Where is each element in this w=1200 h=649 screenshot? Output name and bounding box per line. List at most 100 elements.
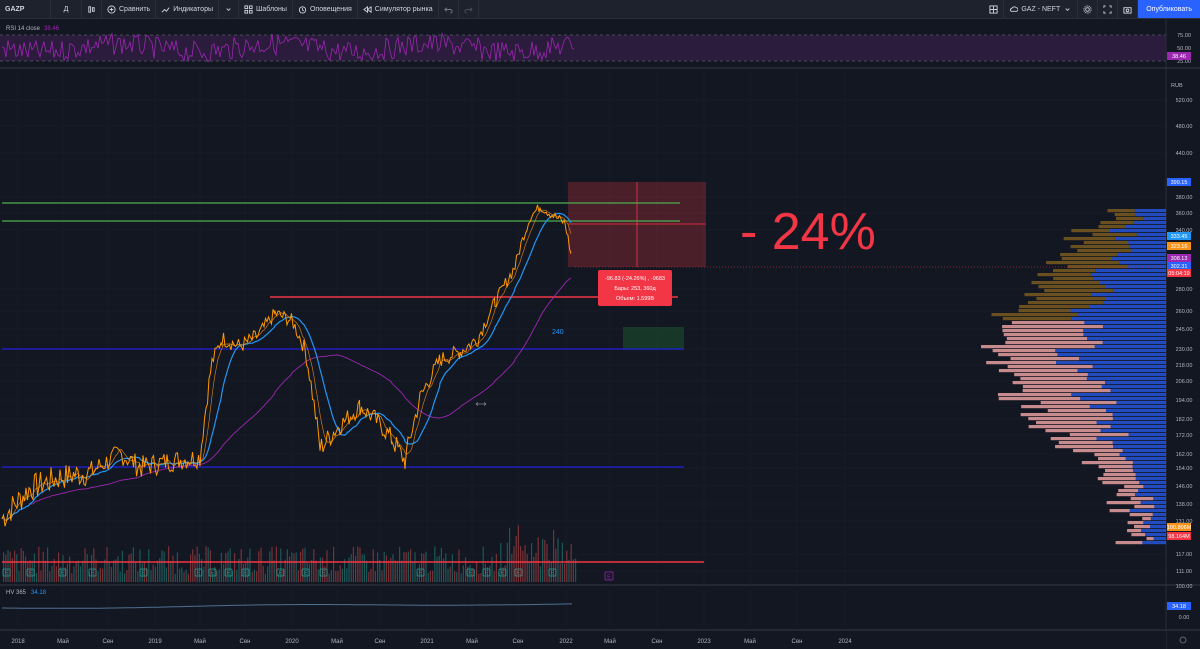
alerts-button[interactable]: Оповещения (293, 0, 358, 18)
volume-bar (363, 554, 365, 582)
interval-selector[interactable]: Д (51, 0, 82, 18)
symbol-search[interactable]: GAZP (0, 0, 51, 18)
earnings-markers: E E E E E E E E E E E E E E E E E EE (2, 568, 614, 581)
compare-button[interactable]: Сравнить (102, 0, 157, 18)
replay-button[interactable]: Симулятор рынка (358, 0, 439, 18)
settings-button[interactable] (1078, 0, 1099, 18)
indicators-button[interactable]: Индикаторы (156, 0, 219, 18)
earnings-marker[interactable] (276, 568, 285, 577)
axis-settings-icon[interactable] (1179, 636, 1187, 644)
layout-selector[interactable]: GAZ - NEFT (1004, 0, 1079, 18)
volume-profile-bar-down (1092, 233, 1137, 237)
volume-bar (297, 570, 299, 582)
volume-bar (124, 573, 126, 582)
hv-legend[interactable]: HV 365 (6, 590, 27, 596)
volume-bar (425, 551, 427, 582)
earnings-marker[interactable] (224, 568, 233, 577)
indicators-dropdown[interactable] (219, 0, 239, 18)
earnings-marker[interactable] (548, 568, 557, 577)
volume-profile-bar-down (1027, 301, 1104, 305)
earnings-marker[interactable] (416, 568, 425, 577)
volume-profile-bar-down (1131, 533, 1146, 537)
volume-profile-bar-down (1115, 217, 1144, 221)
volume-bar (209, 550, 211, 582)
volume-bar (168, 546, 170, 582)
earnings-marker[interactable] (301, 568, 310, 577)
volume-profile-bar-up (1100, 429, 1166, 433)
volume-profile-bar-up (1154, 505, 1166, 509)
earnings-marker[interactable] (514, 568, 523, 577)
level-240-label[interactable]: 240 (552, 329, 564, 336)
time-tick-label: 2021 (420, 639, 434, 645)
volume-bar (405, 552, 407, 582)
layout-grid-button[interactable] (984, 0, 1005, 18)
price-badge-label: 100.806M (1167, 525, 1192, 531)
rsi-legend[interactable]: RSI 14 close (6, 26, 41, 32)
volume-bar (533, 556, 535, 582)
undo-button[interactable] (439, 0, 459, 18)
volume-bar (75, 561, 77, 582)
currency-label[interactable]: RUB (1171, 83, 1183, 89)
earnings-marker-letter: E (279, 571, 283, 577)
earnings-marker[interactable] (482, 568, 491, 577)
earnings-marker[interactable] (26, 568, 35, 577)
cloud-icon (1010, 5, 1019, 12)
time-tick-label: 2019 (148, 639, 162, 645)
volume-profile-bar-up (1143, 521, 1166, 525)
price-tick-label: 146.00 (1176, 484, 1193, 490)
volume-profile-bar-up (1110, 389, 1166, 393)
volume-bar (553, 529, 555, 582)
volume-bar (429, 570, 431, 582)
volume-profile-bar-down (1040, 401, 1117, 405)
earnings-marker[interactable] (466, 568, 475, 577)
redo-button[interactable] (459, 0, 479, 18)
fullscreen-button[interactable] (1098, 0, 1119, 18)
earnings-marker-future[interactable] (604, 571, 614, 581)
volume-bar (484, 563, 486, 582)
volume-profile-bar-down (1083, 241, 1129, 245)
rsi-badge (1167, 52, 1191, 60)
earnings-marker[interactable] (241, 568, 250, 577)
volume-bar (212, 573, 214, 582)
price-tick-label: 480.00 (1176, 124, 1193, 130)
hv-badge (1167, 602, 1191, 610)
earnings-marker[interactable] (2, 568, 11, 577)
volume-profile-bar-down (1002, 317, 1072, 321)
earnings-marker[interactable] (208, 568, 217, 577)
earnings-marker[interactable] (88, 568, 97, 577)
price-badge (1167, 523, 1191, 531)
volume-bar (374, 570, 376, 582)
earnings-marker[interactable] (498, 568, 507, 577)
volume-bar (60, 567, 62, 582)
volume-profile-bar-down (1094, 453, 1120, 457)
volume-profile-bar-down (1067, 265, 1129, 269)
volume-bar (128, 554, 130, 582)
volume-bar (91, 554, 93, 582)
volume-bar (350, 554, 352, 582)
earnings-marker[interactable] (319, 568, 328, 577)
volume-bar (110, 567, 112, 582)
volume-bar (544, 539, 546, 582)
screenshot-button[interactable] (1118, 0, 1139, 18)
earnings-marker[interactable] (139, 568, 148, 577)
price-axis[interactable]: 520.00 480.00 440.00 380.00 360.00 340.00 280.… (1167, 33, 1193, 621)
volume-bar (227, 551, 229, 582)
time-axis[interactable] (0, 631, 1166, 649)
volume-bar (62, 555, 64, 582)
templates-button[interactable]: Шаблоны (239, 0, 293, 18)
publish-button[interactable]: Опубликовать (1138, 0, 1200, 18)
volume-bar (522, 550, 524, 582)
volume-profile-bar-down (1115, 541, 1143, 545)
volume-bar (88, 572, 90, 582)
volume-bar (22, 550, 24, 582)
layout-grid-icon (989, 4, 998, 14)
earnings-marker[interactable] (58, 568, 67, 577)
earnings-marker[interactable] (194, 568, 203, 577)
chart-area[interactable]: E E E E E E E E E E E E E E E E E E E -96.83 (-24.26%) , -… (0, 19, 1200, 649)
compare-label: Сравнить (119, 5, 151, 13)
bar-style-button[interactable] (82, 0, 102, 18)
volume-profile-bar-down (1061, 257, 1113, 261)
percent-annotation[interactable]: - 24% (740, 203, 876, 261)
volume-profile-bar-down (981, 345, 1095, 349)
volume-profile-bar-down (1050, 437, 1097, 441)
